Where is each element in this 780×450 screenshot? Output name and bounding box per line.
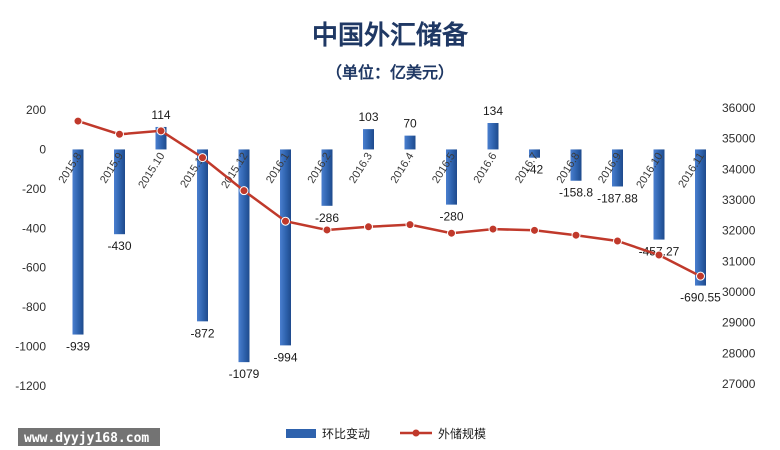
bar-2016.10: [653, 149, 665, 240]
legend-bar-label: 环比变动: [322, 426, 370, 441]
category-label: 2016.4: [389, 151, 417, 186]
legend-line-marker: [412, 429, 420, 437]
bar-value-label: -430: [107, 239, 131, 253]
bar-2016.2: [321, 149, 333, 206]
line-point-2015.10: [156, 126, 166, 136]
right-axis-tick: 33000: [722, 193, 756, 207]
left-axis-tick: -400: [22, 221, 46, 235]
right-axis-tick: 28000: [722, 346, 756, 360]
bar-2016.7: [529, 149, 540, 158]
right-axis-tick: 36000: [722, 101, 756, 115]
line-point-2016.8: [571, 230, 581, 240]
chart-title: 中国外汇储备: [312, 20, 469, 51]
bar-value-label: 134: [483, 104, 503, 118]
line-point-2016.7: [530, 225, 539, 235]
chart-subtitle: （单位：亿美元）: [326, 63, 454, 82]
line-point-2016.4: [405, 220, 415, 230]
line-point-2015.9: [115, 129, 124, 139]
right-axis-tick: 30000: [722, 285, 756, 299]
right-axis-tick: 35000: [722, 132, 756, 146]
line-point-2016.5: [447, 228, 456, 238]
left-axis-tick: 200: [26, 103, 46, 117]
watermark-backdrop: [18, 428, 160, 446]
line-point-2015.12: [239, 186, 249, 196]
bar-value-label: -280: [439, 210, 463, 224]
left-axis-tick: -1200: [15, 379, 46, 393]
legend-bar-swatch: [286, 429, 316, 438]
bar-2015.11: [197, 149, 208, 322]
bar-2016.4: [404, 135, 416, 150]
category-label: 2016.6: [472, 151, 500, 186]
bar-2015.8: [72, 149, 84, 335]
bar-value-label: -187.88: [597, 191, 638, 205]
line-point-2016.10: [654, 250, 664, 260]
bar-value-label: -42: [526, 163, 544, 177]
bar-value-label: -939: [66, 340, 90, 354]
category-label: 2016.3: [347, 151, 375, 186]
bar-2016.8: [570, 149, 582, 181]
bar-value-label: -158.8: [559, 186, 593, 200]
right-axis-tick: 29000: [722, 316, 756, 330]
line-point-2016.11: [696, 271, 705, 281]
bar-value-label: 114: [151, 108, 170, 122]
right-axis-tick: 31000: [722, 254, 756, 268]
right-axis-tick: 27000: [722, 377, 756, 391]
bar-2016.3: [363, 129, 374, 150]
line-point-2016.1: [281, 216, 290, 226]
bar-2015.9: [114, 149, 125, 235]
bar-2016.11: [695, 149, 706, 286]
right-axis-tick: 32000: [722, 224, 756, 238]
line-point-2016.2: [322, 225, 332, 235]
line-point-2016.6: [488, 224, 498, 234]
bar-value-label: -286: [315, 211, 339, 225]
bar-value-label: -690.55: [680, 291, 721, 305]
line-point-2016.9: [613, 236, 622, 246]
bar-2015.12: [238, 149, 250, 363]
bar-2016.9: [612, 149, 623, 187]
line-point-2016.3: [364, 222, 373, 232]
left-axis-tick: -200: [22, 182, 46, 196]
line-point-2015.11: [198, 153, 207, 163]
bar-value-label: -1079: [229, 367, 260, 381]
watermark-text: www.dyyjy168.com: [24, 431, 149, 446]
line-point-2015.8: [73, 116, 83, 126]
bar-2015.10: [155, 126, 167, 150]
line-series-reserves: [77, 119, 702, 278]
category-label: 2015.10: [136, 151, 167, 191]
left-axis-tick: 0: [39, 142, 46, 156]
bar-2016.6: [487, 123, 499, 150]
right-axis-tick: 34000: [722, 162, 756, 176]
legend-line-label: 外储规模: [438, 426, 486, 441]
bar-2016.1: [280, 149, 291, 346]
left-axis-tick: -800: [22, 300, 46, 314]
bar-value-label: 70: [403, 117, 417, 131]
left-axis-tick: -1000: [15, 340, 46, 354]
bar-2016.5: [446, 149, 457, 205]
bar-value-label: -994: [273, 350, 297, 364]
bar-value-label: 103: [358, 110, 378, 124]
left-axis-tick: -600: [22, 261, 46, 275]
bar-value-label: -872: [190, 326, 214, 340]
